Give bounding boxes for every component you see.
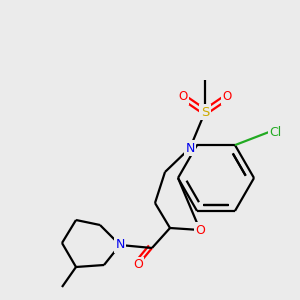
Text: Cl: Cl bbox=[269, 125, 281, 139]
Text: N: N bbox=[115, 238, 125, 251]
Text: O: O bbox=[195, 224, 205, 236]
Text: O: O bbox=[222, 91, 232, 103]
Text: N: N bbox=[185, 142, 195, 154]
Text: S: S bbox=[201, 106, 209, 118]
Text: O: O bbox=[133, 259, 143, 272]
Text: O: O bbox=[178, 91, 188, 103]
